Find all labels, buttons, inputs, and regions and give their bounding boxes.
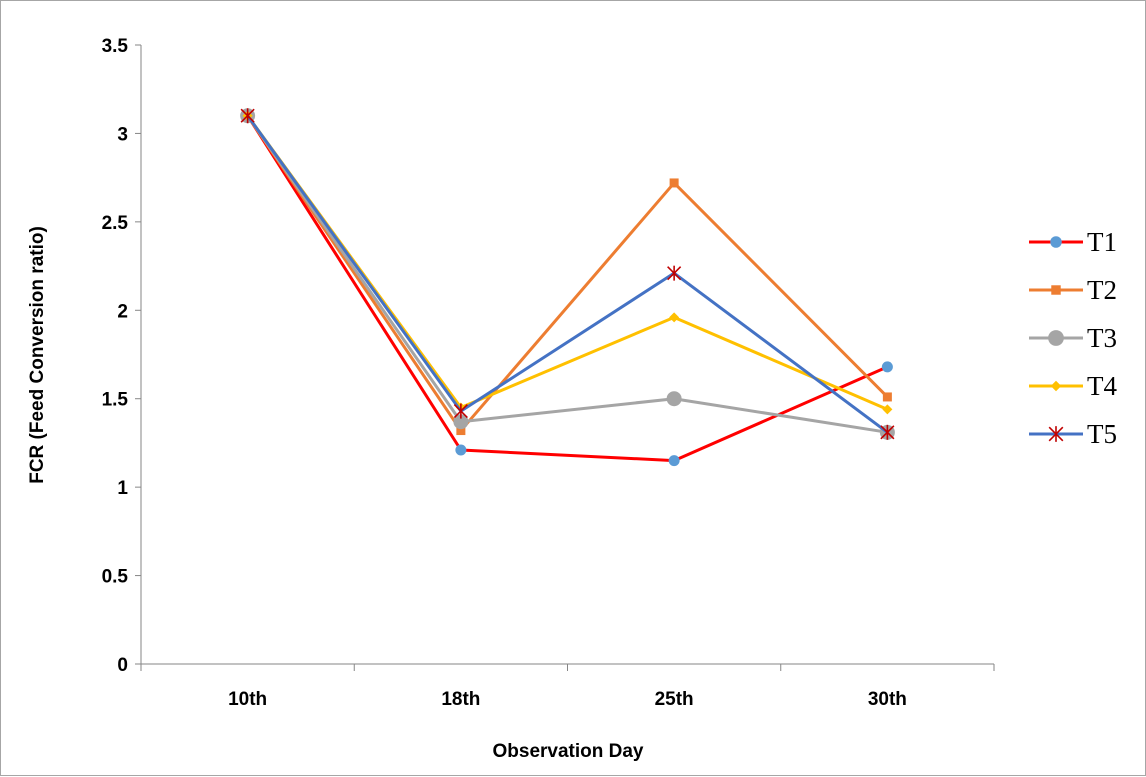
marker-star: [667, 265, 682, 281]
series-lines: [240, 108, 895, 467]
marker-big-circle: [666, 391, 682, 407]
data-point: [669, 178, 679, 188]
axes: 0 0.5 1 1.5 2 2.5 3 3.5 10th 18th 25th 30th: [102, 36, 995, 710]
marker-big-circle: [1048, 330, 1064, 346]
data-point: [453, 414, 469, 430]
x-tick-label: 25th: [655, 689, 694, 710]
y-tick-label: 1: [117, 478, 128, 499]
y-tick-label: 3: [117, 124, 128, 145]
data-point: [666, 391, 682, 407]
data-point: [668, 455, 680, 467]
y-tick-label: 0: [117, 655, 128, 676]
legend-item-t3: T3: [1029, 323, 1117, 353]
series-t2: [243, 111, 892, 436]
marker-star: [453, 403, 468, 419]
legend-label: T1: [1087, 227, 1117, 257]
legend-item-t5: T5: [1029, 419, 1117, 449]
y-tick-label: 2.5: [102, 213, 129, 234]
data-point: [667, 265, 682, 281]
marker-square: [456, 426, 466, 436]
series-t5: [240, 108, 895, 440]
y-tick-label: 2: [117, 301, 128, 322]
x-tick-label: 30th: [868, 689, 907, 710]
marker-circle: [668, 455, 680, 467]
legend-label: T2: [1087, 275, 1117, 305]
x-tick-label: 10th: [228, 689, 267, 710]
x-axis-title: Observation Day: [493, 741, 644, 762]
series-line: [246, 114, 888, 434]
marker-circle: [455, 444, 467, 456]
data-point: [880, 424, 895, 440]
data-point: [669, 312, 680, 323]
marker-circle: [881, 361, 893, 373]
marker-star: [1048, 426, 1064, 442]
data-point: [882, 392, 892, 402]
legend-item-t4: T4: [1029, 371, 1117, 401]
legend-item-t2: T2: [1029, 275, 1117, 305]
data-point: [240, 108, 255, 124]
y-axis-title: FCR (Feed Conversion ratio): [27, 226, 48, 484]
marker-big-circle: [453, 414, 469, 430]
marker-diamond: [1050, 380, 1062, 392]
legend-label: T5: [1087, 419, 1117, 449]
y-tick-label: 1.5: [102, 390, 129, 411]
legend-label: T3: [1087, 323, 1117, 353]
data-point: [455, 444, 467, 456]
marker-star: [880, 424, 895, 440]
legend-label: T4: [1087, 371, 1117, 401]
series-t3: [240, 108, 895, 440]
series-line: [246, 114, 889, 434]
x-tick-label: 18th: [441, 689, 480, 710]
marker-diamond: [882, 404, 893, 415]
marker-circle: [1050, 236, 1062, 248]
series-line: [246, 114, 888, 411]
marker-square: [669, 178, 679, 188]
legend-item-t1: T1: [1029, 227, 1117, 257]
data-point: [882, 404, 893, 415]
marker-diamond: [669, 312, 680, 323]
y-tick-label: 0.5: [102, 567, 129, 588]
marker-square: [882, 392, 892, 402]
series-t1: [242, 110, 893, 467]
series-line: [246, 114, 889, 433]
data-point: [456, 426, 466, 436]
marker-star: [240, 108, 255, 124]
y-tick-label: 3.5: [102, 36, 129, 57]
series-line: [246, 114, 888, 463]
legend: T1 T2 T3 T4 T5: [1029, 227, 1117, 449]
data-point: [881, 361, 893, 373]
data-point: [453, 403, 468, 419]
axis-labels: Observation Day FCR (Feed Conversion rat…: [27, 226, 644, 762]
marker-square: [1051, 285, 1061, 295]
